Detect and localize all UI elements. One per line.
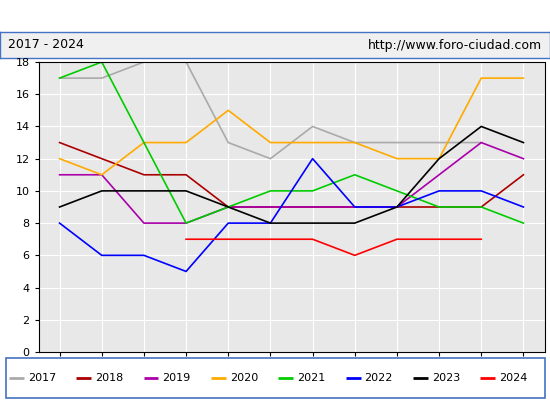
Text: 2017 - 2024: 2017 - 2024 bbox=[8, 38, 84, 52]
Text: 2023: 2023 bbox=[432, 373, 460, 383]
Text: 2020: 2020 bbox=[230, 373, 258, 383]
Text: http://www.foro-ciudad.com: http://www.foro-ciudad.com bbox=[367, 38, 542, 52]
Text: 2022: 2022 bbox=[365, 373, 393, 383]
FancyBboxPatch shape bbox=[6, 358, 544, 398]
Text: 2017: 2017 bbox=[28, 373, 56, 383]
Text: 2019: 2019 bbox=[162, 373, 191, 383]
Text: 2018: 2018 bbox=[95, 373, 123, 383]
Text: 2021: 2021 bbox=[297, 373, 326, 383]
Text: 2024: 2024 bbox=[499, 373, 528, 383]
Text: Evolucion del paro registrado en Alarcón: Evolucion del paro registrado en Alarcón bbox=[92, 7, 458, 25]
